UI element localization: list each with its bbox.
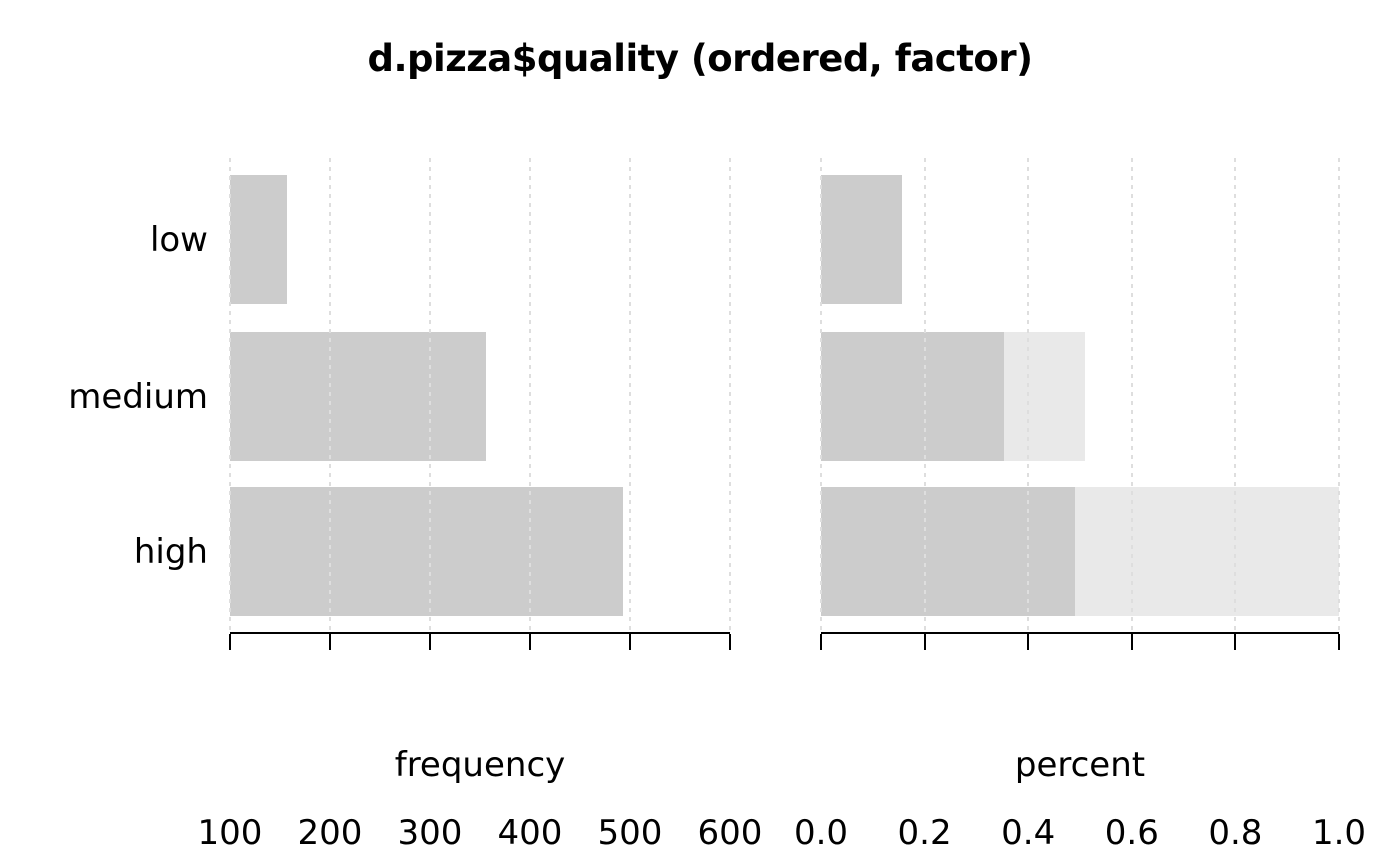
bar-high-frequency [230, 487, 623, 616]
gridline-0.4 [1027, 158, 1030, 632]
tick-0.2 [923, 634, 926, 650]
gridline-200 [329, 158, 331, 632]
tick-1.0 [1338, 634, 1340, 650]
gridline-0.2 [923, 158, 926, 632]
tick-label-500: 500 [597, 813, 663, 853]
tick-label-200: 200 [297, 813, 363, 853]
category-label-high: high [133, 531, 208, 572]
tick-300 [429, 634, 431, 650]
tick-0.4 [1027, 634, 1030, 650]
bar-medium-frequency [230, 332, 486, 461]
gridline-300 [429, 158, 431, 632]
tick-0.6 [1130, 634, 1133, 650]
gridline-500 [629, 158, 631, 632]
tick-label-0.6: 0.6 [1104, 813, 1159, 853]
frequency-axis-title: frequency [394, 745, 566, 785]
category-label-medium: medium [68, 376, 208, 417]
tick-400 [529, 634, 531, 650]
percent-x-axis-line [821, 632, 1339, 634]
tick-500 [629, 634, 631, 650]
percent-axis-title: percent [1014, 745, 1146, 785]
tick-label-400: 400 [497, 813, 563, 853]
category-label-low: low [149, 219, 208, 260]
tick-label-1.0: 1.0 [1311, 813, 1367, 853]
bar-high-percent [821, 487, 1075, 616]
gridline-1.0 [1338, 158, 1340, 632]
gridline-400 [529, 158, 531, 632]
tick-0.0 [820, 634, 822, 650]
tick-label-0.8: 0.8 [1208, 813, 1263, 853]
chart-title: d.pizza$quality (ordered, factor) [367, 37, 1033, 80]
tick-600 [729, 634, 731, 650]
tick-200 [329, 634, 331, 650]
gridline-0.0 [820, 158, 822, 632]
frequency-panel: 100 200 300 400 500 600 [198, 158, 762, 853]
tick-label-0.0: 0.0 [793, 813, 849, 853]
tick-label-0.2: 0.2 [897, 813, 952, 853]
tick-100 [229, 634, 231, 650]
tick-label-600: 600 [697, 813, 763, 853]
gridline-0.6 [1130, 158, 1133, 632]
percent-panel: 0.0 0.2 0.4 0.6 0.8 1.0 [794, 158, 1366, 853]
tick-label-100: 100 [197, 813, 263, 853]
tick-label-300: 300 [397, 813, 463, 853]
bar-medium-percent [821, 332, 1005, 461]
tick-label-0.4: 0.4 [1001, 813, 1056, 853]
frequency-x-axis-line [230, 632, 730, 634]
gridline-600 [729, 158, 731, 632]
gridline-100 [229, 158, 231, 632]
bar-low-percent [821, 175, 902, 304]
tick-0.8 [1234, 634, 1237, 650]
gridline-0.8 [1234, 158, 1237, 632]
bar-low-frequency [230, 175, 287, 304]
